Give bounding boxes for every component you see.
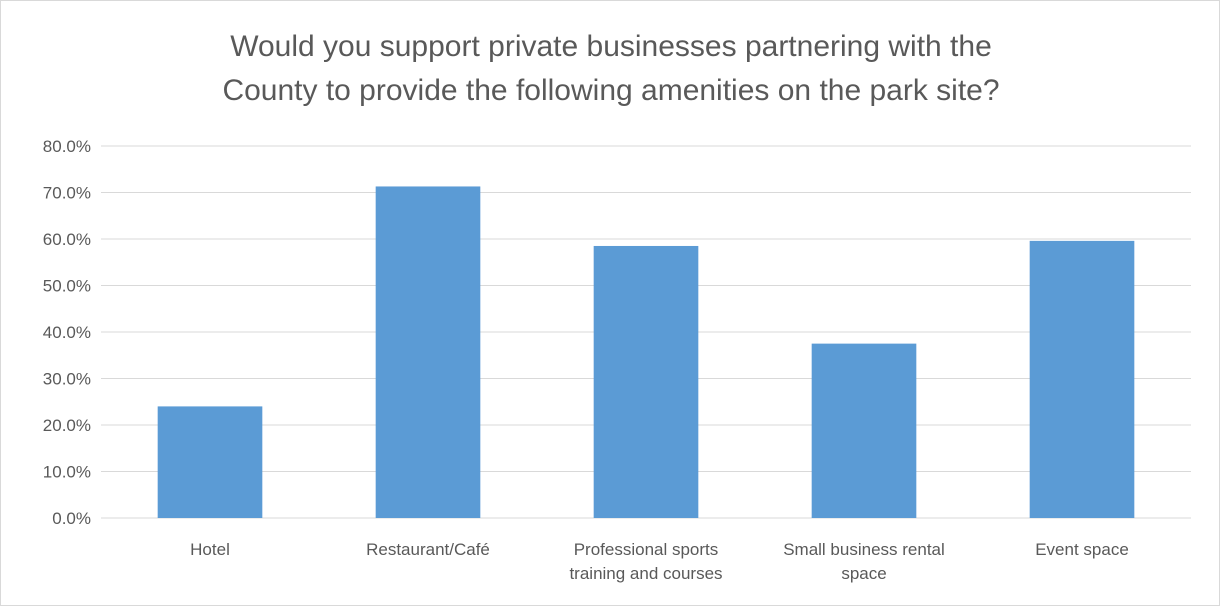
chart-title-line-1: Would you support private businesses par… <box>230 30 992 63</box>
chart-title-line-2: County to provide the following amenitie… <box>222 74 1000 107</box>
y-tick-label: 40.0% <box>43 323 91 342</box>
y-axis-ticks: 0.0% 10.0% 20.0% 30.0% 40.0% 50.0% 60.0% 70.0% 8… <box>43 137 91 528</box>
y-tick-label: 50.0% <box>43 277 91 296</box>
y-tick-label: 0.0% <box>52 509 91 528</box>
x-axis-ticks: Hotel Restaurant/Café Professional sports t… <box>190 540 1129 583</box>
y-tick-label: 10.0% <box>43 463 91 482</box>
x-tick-label: Event space <box>1035 540 1129 559</box>
y-tick-label: 30.0% <box>43 370 91 389</box>
bar <box>1029 240 1135 519</box>
y-tick-label: 70.0% <box>43 184 91 203</box>
bar <box>157 406 263 518</box>
x-tick-label: Professional sports training and courses <box>569 540 722 583</box>
bar <box>811 343 917 518</box>
x-tick-label: Restaurant/Café <box>366 540 490 559</box>
y-tick-label: 80.0% <box>43 137 91 156</box>
chart-title: Would you support private businesses par… <box>1 25 1220 113</box>
x-tick-label: Hotel <box>190 540 230 559</box>
bar <box>375 186 481 518</box>
x-tick-label: Small business rental space <box>783 540 945 583</box>
bar <box>593 245 699 518</box>
bars <box>157 186 1135 519</box>
y-tick-label: 60.0% <box>43 230 91 249</box>
y-tick-label: 20.0% <box>43 416 91 435</box>
